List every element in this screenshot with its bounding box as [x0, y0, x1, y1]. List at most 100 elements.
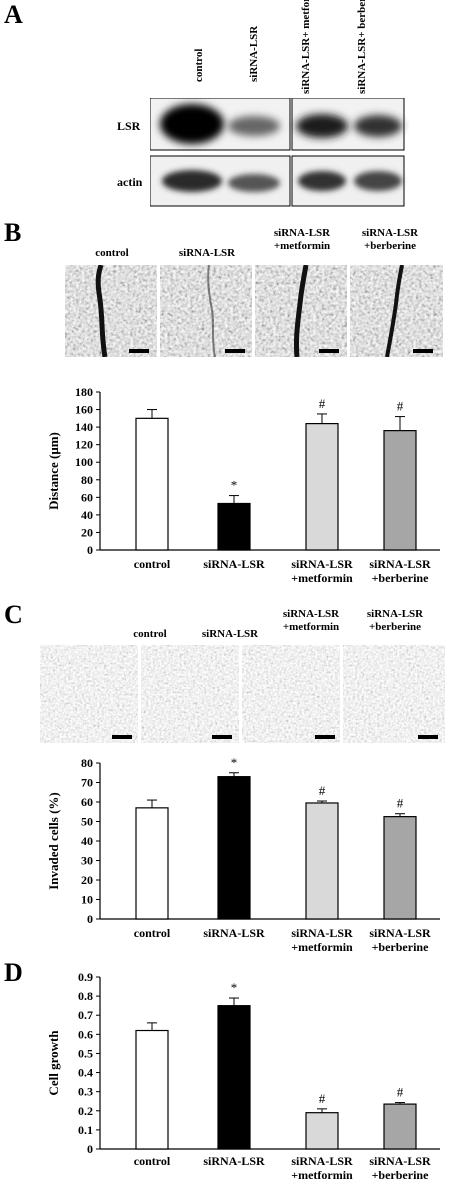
- c-label-sirna: siRNA-LSR: [201, 628, 259, 640]
- category-label: siRNA-LSR: [291, 557, 353, 571]
- y-tick-label: 0.7: [78, 1008, 93, 1022]
- c-micrograph-control: [40, 645, 138, 743]
- category-label: +berberine: [372, 1168, 429, 1182]
- actin-blot-left: [150, 155, 291, 207]
- bar: [305, 422, 339, 551]
- bar: [217, 502, 251, 551]
- category-label: siRNA-LSR: [369, 1154, 431, 1168]
- y-tick-label: 0.1: [78, 1123, 93, 1137]
- y-tick-label: 0.4: [78, 1066, 93, 1080]
- y-tick-label: 160: [75, 403, 93, 417]
- invaded-cells-chart: 0 10 20 30 40 50 60 70 80 Invaded cells (%) contro…: [46, 755, 440, 954]
- category-label: control: [134, 557, 171, 571]
- b-micrograph-svg: [65, 264, 443, 358]
- row-label-lsr: LSR: [117, 119, 141, 133]
- b-micrograph-metformin: [255, 264, 347, 358]
- significance-mark: #: [397, 399, 404, 414]
- c-micrograph-svg: [40, 645, 445, 743]
- cell-growth-chart: 0 0.1 0.2 0.3 0.4 0.5 0.6 0.7 0.8 0.9 Cell growth c…: [46, 970, 440, 1182]
- y-tick-label: 0: [87, 912, 93, 926]
- bar: [305, 802, 339, 920]
- significance-mark: #: [397, 1085, 404, 1100]
- y-tick-label: 10: [81, 893, 93, 907]
- b-label-sirna: siRNA-LSR: [178, 247, 236, 259]
- y-tick-label: 80: [81, 756, 93, 770]
- significance-mark: #: [397, 796, 404, 811]
- panel-d-letter: D: [4, 958, 23, 987]
- category-label: siRNA-LSR: [291, 926, 353, 940]
- category-label: +berberine: [372, 571, 429, 585]
- c-micrograph-sirna: [141, 645, 239, 743]
- lsr-blot-right: [291, 98, 405, 151]
- lane-label-berberine: siRNA-LSR+ berberine: [356, 0, 386, 100]
- bar: [217, 1005, 251, 1150]
- y-tick-label: 0.2: [78, 1104, 93, 1118]
- b-label-metformin: siRNA-LSR +metformin: [273, 227, 331, 252]
- y-tick-label: 80: [81, 473, 93, 487]
- distance-chart: 0 20 40 60 80 100 120 140 160 180 Distance (μm) con…: [46, 385, 440, 585]
- y-tick-label: 140: [75, 420, 93, 434]
- y-tick-label: 70: [81, 776, 93, 790]
- bar: [217, 776, 251, 920]
- lane-label-sirna: siRNA-LSR: [248, 25, 260, 82]
- category-label: siRNA-LSR: [291, 1154, 353, 1168]
- y-tick-label: 120: [75, 438, 93, 452]
- lane-label-control: control: [193, 48, 205, 82]
- y-tick-label: 30: [81, 854, 93, 868]
- b-micrograph-berberine: [350, 264, 443, 358]
- category-label: +metformin: [291, 571, 353, 585]
- y-tick-label: 0.9: [78, 970, 93, 984]
- panel-b-letter: B: [4, 218, 22, 247]
- lane-label-berberine-text: siRNA-LSR+ berberine: [356, 0, 368, 94]
- y-tick-label: 40: [81, 834, 93, 848]
- category-label: control: [134, 926, 171, 940]
- bar: [305, 1112, 339, 1150]
- significance-mark: #: [319, 783, 326, 798]
- significance-mark: #: [319, 1091, 326, 1106]
- b-micrograph-sirna: [160, 264, 252, 358]
- y-axis-label: Distance (μm): [46, 432, 61, 510]
- y-tick-label: 40: [81, 508, 93, 522]
- b-micrographs: [65, 264, 443, 358]
- lane-label-metformin-text: siRNA-LSR+ metformin: [300, 0, 312, 94]
- y-tick-label: 20: [81, 525, 93, 539]
- y-tick-label: 0.6: [78, 1027, 93, 1041]
- category-label: siRNA-LSR: [369, 557, 431, 571]
- y-axis-label: Invaded cells (%): [46, 792, 61, 890]
- c-label-control: control: [133, 628, 167, 640]
- c-label-berberine: siRNA-LSR +berberine: [366, 608, 424, 633]
- lsr-blot-left: [150, 98, 291, 151]
- y-tick-label: 60: [81, 795, 93, 809]
- y-tick-label: 100: [75, 455, 93, 469]
- b-label-berberine: siRNA-LSR +berberine: [361, 227, 419, 252]
- bar: [135, 807, 169, 920]
- y-tick-label: 0.3: [78, 1085, 93, 1099]
- panel-a-letter: A: [4, 0, 23, 29]
- significance-mark: *: [231, 755, 238, 770]
- category-label: control: [134, 1154, 171, 1168]
- category-label: siRNA-LSR: [203, 1154, 265, 1168]
- y-axis-label: Cell growth: [46, 1030, 61, 1096]
- y-tick-label: 50: [81, 815, 93, 829]
- lane-label-metformin: siRNA-LSR+ metformin: [300, 0, 330, 100]
- bar: [383, 430, 417, 551]
- bar: [135, 1029, 169, 1150]
- category-label: +metformin: [291, 940, 353, 954]
- western-blot: [150, 98, 405, 207]
- panel-c-letter: C: [4, 600, 23, 629]
- b-label-control: control: [95, 247, 129, 259]
- significance-mark: #: [319, 396, 326, 411]
- significance-mark: *: [231, 478, 238, 493]
- category-label: siRNA-LSR: [369, 926, 431, 940]
- category-label: +berberine: [372, 940, 429, 954]
- y-tick-label: 180: [75, 385, 93, 399]
- y-tick-label: 0: [87, 543, 93, 557]
- category-label: siRNA-LSR: [203, 557, 265, 571]
- y-tick-label: 0.8: [78, 989, 93, 1003]
- c-micrographs: [40, 645, 445, 743]
- category-label: +metformin: [291, 1168, 353, 1182]
- y-tick-label: 20: [81, 873, 93, 887]
- c-micrograph-metformin: [242, 645, 340, 743]
- c-label-metformin: siRNA-LSR +metformin: [282, 608, 340, 633]
- actin-blot-right: [291, 155, 405, 207]
